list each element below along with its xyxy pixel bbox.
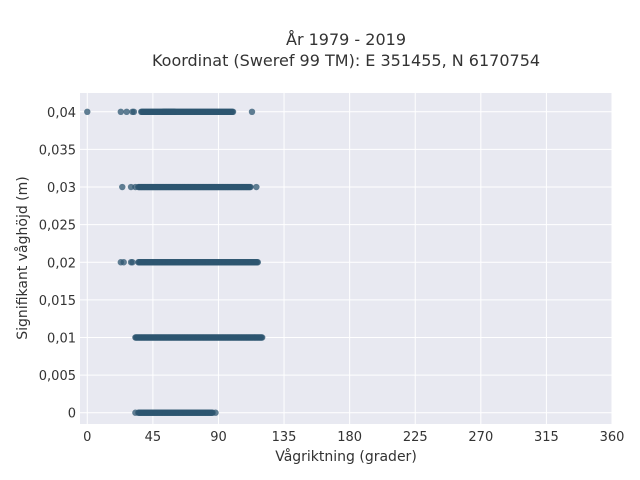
x-tick-label: 180 <box>337 430 362 445</box>
data-point <box>258 334 266 341</box>
y-tick-label: 0 <box>68 407 76 422</box>
x-tick-labels: 0 45 90 135 180 225 270 315 360 <box>83 430 624 445</box>
y-axis-label: Signifikant våghöjd (m) <box>14 176 31 339</box>
y-tick-label: 0,04 <box>47 106 76 121</box>
data-point <box>123 108 130 116</box>
y-tick-label: 0,015 <box>39 294 76 309</box>
data-point <box>120 259 127 266</box>
data-point <box>130 108 138 116</box>
data-point <box>127 183 135 191</box>
y-tick-label: 0,025 <box>39 219 76 234</box>
plot-area <box>80 93 612 424</box>
x-tick-label: 0 <box>83 430 91 445</box>
x-tick-label: 135 <box>272 430 297 445</box>
y-tick-label: 0,035 <box>39 143 76 158</box>
x-tick-label: 45 <box>145 430 162 445</box>
y-tick-label: 0,005 <box>39 369 76 384</box>
y-tick-label: 0,01 <box>47 331 76 346</box>
x-tick-label: 360 <box>600 430 625 445</box>
chart-title-line2: Koordinat (Sweref 99 TM): E 351455, N 61… <box>152 51 540 70</box>
data-point <box>253 183 260 191</box>
data-point <box>209 409 216 416</box>
y-tick-labels: 0 0,005 0,01 0,015 0,02 0,025 0,03 0,035 0,04 <box>39 106 76 422</box>
x-tick-label: 90 <box>210 430 227 445</box>
chart-title-line1: År 1979 - 2019 <box>286 30 406 49</box>
data-points <box>84 108 266 416</box>
y-tick-label: 0,02 <box>47 256 76 271</box>
x-tick-label: 315 <box>534 430 559 445</box>
x-tick-label: 225 <box>403 430 428 445</box>
data-point <box>229 108 237 116</box>
data-point <box>254 259 262 266</box>
x-axis-label: Vågriktning (grader) <box>275 448 417 465</box>
y-tick-label: 0,03 <box>47 181 76 196</box>
x-tick-label: 270 <box>468 430 493 445</box>
data-point <box>117 108 125 116</box>
data-point <box>129 259 136 266</box>
data-point <box>119 183 126 191</box>
data-point <box>248 108 256 116</box>
data-point <box>84 108 91 116</box>
data-point <box>247 183 254 191</box>
